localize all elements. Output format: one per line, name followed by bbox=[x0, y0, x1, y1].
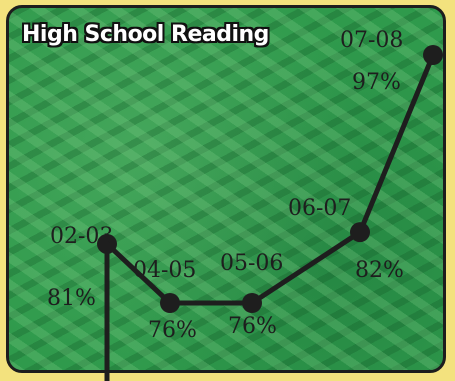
value-label-05-06: 76% bbox=[228, 314, 277, 339]
value-label-06-07: 82% bbox=[355, 258, 404, 283]
data-point-07-08 bbox=[423, 45, 443, 65]
category-label-04-05: 04-05 bbox=[133, 258, 196, 283]
category-label-07-08: 07-08 bbox=[340, 28, 403, 53]
category-label-02-03: 02-03 bbox=[50, 224, 113, 249]
chart-title: High School Reading bbox=[22, 22, 269, 47]
category-label-05-06: 05-06 bbox=[220, 251, 283, 276]
value-label-04-05: 76% bbox=[148, 318, 197, 343]
chalkboard-panel bbox=[6, 5, 446, 373]
category-label-06-07: 06-07 bbox=[288, 196, 351, 221]
value-label-07-08: 97% bbox=[352, 70, 401, 95]
data-point-06-07 bbox=[350, 222, 370, 243]
data-point-05-06 bbox=[242, 293, 262, 313]
data-point-02-03 bbox=[97, 233, 117, 254]
data-point-04-05 bbox=[160, 293, 180, 313]
value-label-02-03: 81% bbox=[47, 286, 96, 311]
